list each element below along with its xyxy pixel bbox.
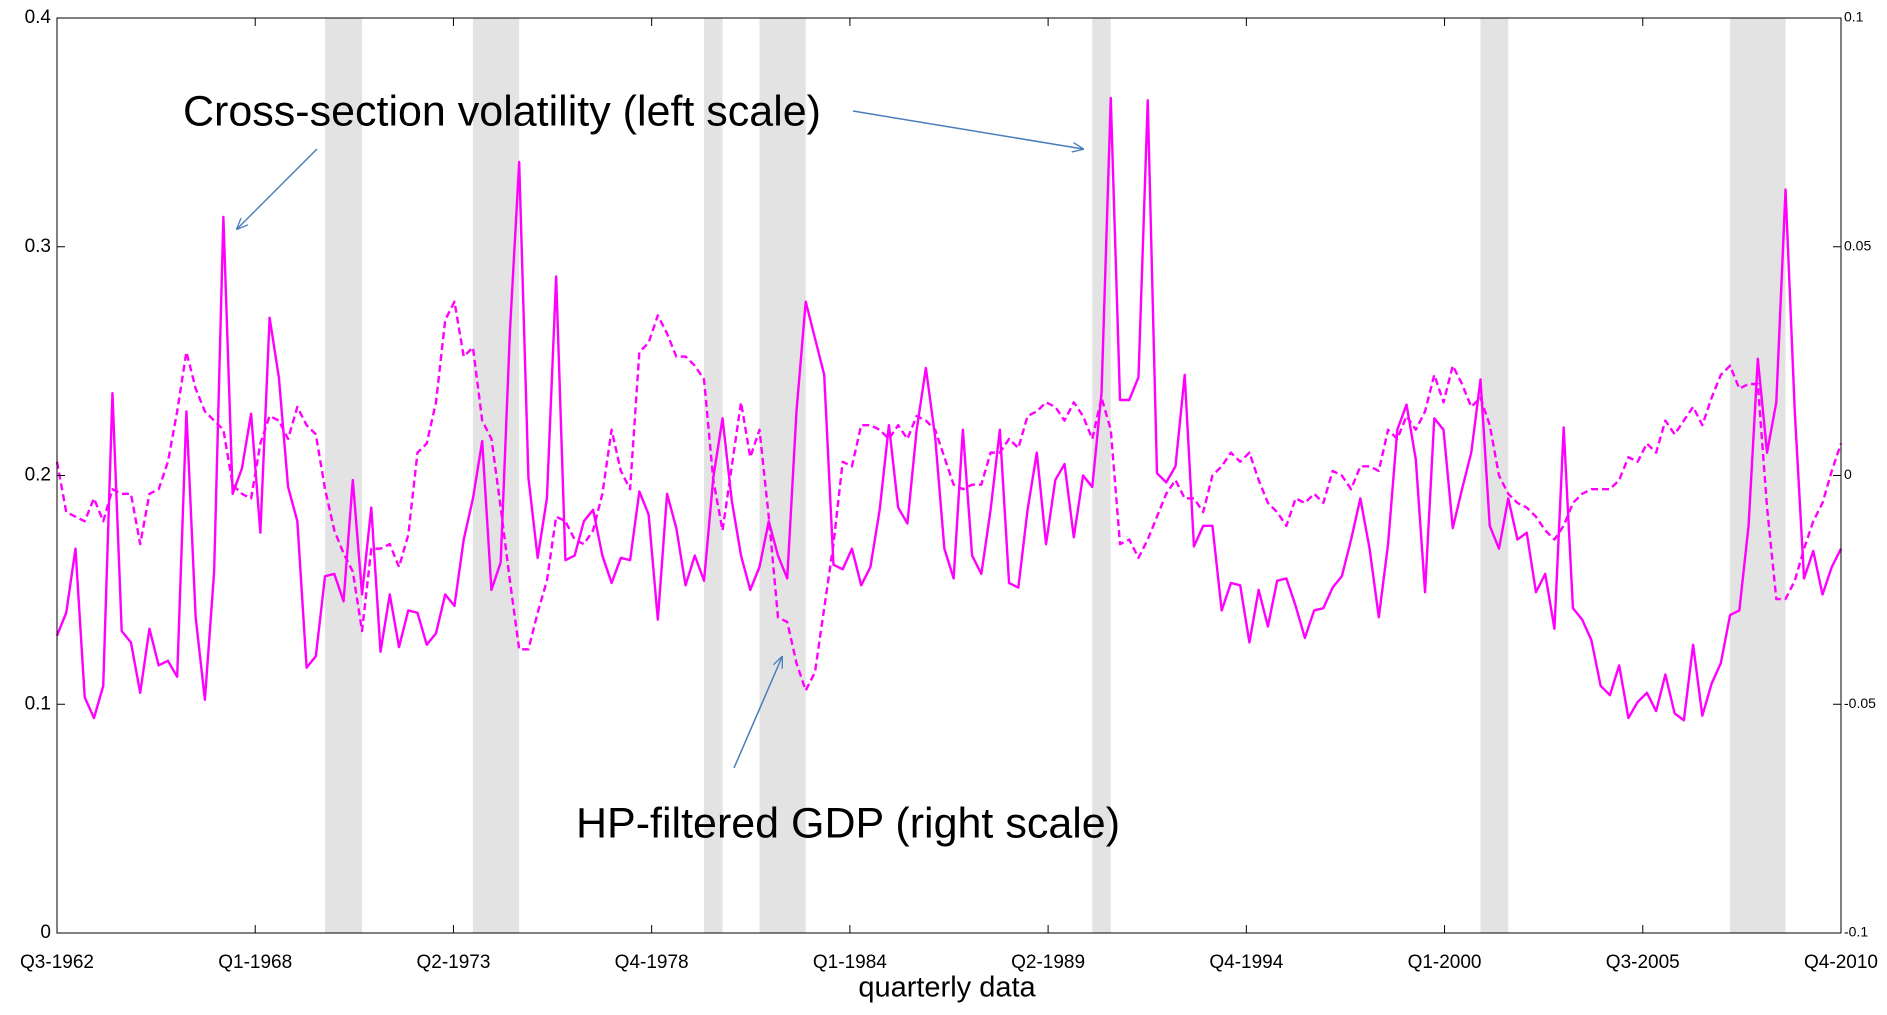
y2-tick-label: 0 xyxy=(1844,466,1852,482)
annotation: HP-filtered GDP (right scale) xyxy=(576,799,1120,847)
y-tick-label: 0.3 xyxy=(25,236,51,257)
x-tick-label: Q1-1968 xyxy=(218,952,292,973)
annotation-arrow xyxy=(852,110,1083,149)
y2-tick-label: 0.05 xyxy=(1844,237,1871,253)
x-tick-label: Q2-1973 xyxy=(416,952,490,973)
recession-band xyxy=(472,18,520,933)
x-tick-label: Q2-1989 xyxy=(1011,952,1085,973)
x-tick-label: Q1-1984 xyxy=(813,952,887,973)
x-tick-label: Q4-2010 xyxy=(1804,952,1878,973)
y-tick-label: 0.4 xyxy=(25,7,52,28)
plot-frame xyxy=(56,17,1842,934)
dashed-line xyxy=(55,300,1843,692)
x-tick-label: Q1-2000 xyxy=(1408,952,1482,973)
recession-band xyxy=(759,18,806,933)
x-tick-label: Q4-1978 xyxy=(615,952,689,973)
annotation-arrow xyxy=(733,657,782,769)
recession-band xyxy=(1730,18,1786,933)
y2-tick-label: -0.05 xyxy=(1844,695,1876,711)
x-tick-label: Q4-1994 xyxy=(1209,952,1283,973)
solid-line xyxy=(55,96,1843,722)
recession-band xyxy=(1480,18,1509,933)
y-tick-label: 0 xyxy=(40,922,51,943)
y2-tick-label: -0.1 xyxy=(1844,924,1868,940)
annotation: Cross-section volatility (left scale) xyxy=(183,87,821,135)
y2-tick-label: 0.1 xyxy=(1844,9,1864,25)
y-tick-label: 0.1 xyxy=(25,693,51,714)
x-axis-label: quarterly data xyxy=(858,972,1036,1004)
x-tick-label: Q3-1962 xyxy=(20,952,94,973)
y-tick-label: 0.2 xyxy=(25,465,51,486)
recession-band xyxy=(325,18,363,933)
annotation-arrow xyxy=(237,148,318,229)
x-tick-label: Q3-2005 xyxy=(1606,952,1680,973)
